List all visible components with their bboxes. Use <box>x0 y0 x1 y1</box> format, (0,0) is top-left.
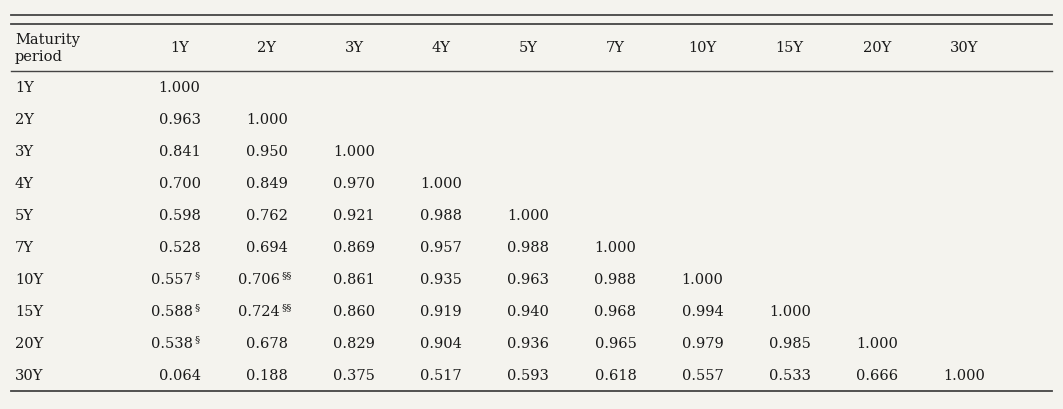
Text: 0.618: 0.618 <box>594 368 637 382</box>
Text: 10Y: 10Y <box>689 41 716 55</box>
Text: 15Y: 15Y <box>15 304 43 318</box>
Text: 0.861: 0.861 <box>333 272 375 286</box>
Text: 15Y: 15Y <box>776 41 804 55</box>
Text: 10Y: 10Y <box>15 272 44 286</box>
Text: 0.762: 0.762 <box>246 208 288 222</box>
Text: 0.935: 0.935 <box>420 272 462 286</box>
Text: 20Y: 20Y <box>15 336 44 350</box>
Text: 0.841: 0.841 <box>158 144 201 158</box>
Text: 1.000: 1.000 <box>158 81 201 94</box>
Text: 0.970: 0.970 <box>333 176 375 190</box>
Text: 0.724: 0.724 <box>238 304 281 318</box>
Text: 1.000: 1.000 <box>333 144 375 158</box>
Text: 5Y: 5Y <box>519 41 538 55</box>
Text: 1.000: 1.000 <box>769 304 811 318</box>
Text: 0.528: 0.528 <box>158 240 201 254</box>
Text: §: § <box>195 334 200 343</box>
Text: 0.588: 0.588 <box>151 304 193 318</box>
Text: 30Y: 30Y <box>950 41 978 55</box>
Text: 0.940: 0.940 <box>507 304 550 318</box>
Text: 0.963: 0.963 <box>158 112 201 126</box>
Text: 0.963: 0.963 <box>507 272 550 286</box>
Text: 0.593: 0.593 <box>507 368 550 382</box>
Text: 0.968: 0.968 <box>594 304 637 318</box>
Text: 1.000: 1.000 <box>681 272 724 286</box>
Text: 0.829: 0.829 <box>333 336 375 350</box>
Text: 5Y: 5Y <box>15 208 34 222</box>
Text: §§: §§ <box>282 270 292 279</box>
Text: 7Y: 7Y <box>15 240 34 254</box>
Text: 0.188: 0.188 <box>246 368 288 382</box>
Text: 0.557: 0.557 <box>681 368 724 382</box>
Text: 1.000: 1.000 <box>507 208 550 222</box>
Text: 0.064: 0.064 <box>158 368 201 382</box>
Text: 4Y: 4Y <box>432 41 451 55</box>
Text: 0.869: 0.869 <box>333 240 375 254</box>
Text: 1Y: 1Y <box>170 41 189 55</box>
Text: 30Y: 30Y <box>15 368 44 382</box>
Text: 0.517: 0.517 <box>420 368 462 382</box>
Text: 1.000: 1.000 <box>594 240 637 254</box>
Text: 0.538: 0.538 <box>151 336 193 350</box>
Text: 0.950: 0.950 <box>246 144 288 158</box>
Text: 0.936: 0.936 <box>507 336 550 350</box>
Text: 0.965: 0.965 <box>594 336 637 350</box>
Text: 0.700: 0.700 <box>158 176 201 190</box>
Text: 0.904: 0.904 <box>420 336 462 350</box>
Text: 7Y: 7Y <box>606 41 625 55</box>
Text: 3Y: 3Y <box>15 144 34 158</box>
Text: 1.000: 1.000 <box>246 112 288 126</box>
Text: 20Y: 20Y <box>863 41 891 55</box>
Text: 1.000: 1.000 <box>420 176 462 190</box>
Text: 0.666: 0.666 <box>856 368 898 382</box>
Text: 0.921: 0.921 <box>333 208 375 222</box>
Text: §: § <box>195 302 200 311</box>
Text: 1.000: 1.000 <box>943 368 985 382</box>
Text: 0.994: 0.994 <box>681 304 724 318</box>
Text: 0.988: 0.988 <box>507 240 550 254</box>
Text: 0.988: 0.988 <box>594 272 637 286</box>
Text: 0.988: 0.988 <box>420 208 462 222</box>
Text: 0.957: 0.957 <box>420 240 462 254</box>
Text: 0.706: 0.706 <box>238 272 281 286</box>
Text: 0.985: 0.985 <box>769 336 811 350</box>
Text: 0.919: 0.919 <box>420 304 462 318</box>
Text: 0.979: 0.979 <box>681 336 724 350</box>
Text: 4Y: 4Y <box>15 176 34 190</box>
Text: §§: §§ <box>282 302 292 311</box>
Text: 1Y: 1Y <box>15 81 34 94</box>
Text: 0.557: 0.557 <box>151 272 193 286</box>
Text: Maturity
period: Maturity period <box>15 32 80 64</box>
Text: 1.000: 1.000 <box>856 336 898 350</box>
Text: 0.598: 0.598 <box>158 208 201 222</box>
Text: 0.678: 0.678 <box>246 336 288 350</box>
Text: §: § <box>195 270 200 279</box>
Text: 0.860: 0.860 <box>333 304 375 318</box>
Text: 0.375: 0.375 <box>333 368 375 382</box>
Text: 0.849: 0.849 <box>246 176 288 190</box>
Text: 0.694: 0.694 <box>246 240 288 254</box>
Text: 3Y: 3Y <box>344 41 364 55</box>
Text: 2Y: 2Y <box>257 41 276 55</box>
Text: 2Y: 2Y <box>15 112 34 126</box>
Text: 0.533: 0.533 <box>769 368 811 382</box>
